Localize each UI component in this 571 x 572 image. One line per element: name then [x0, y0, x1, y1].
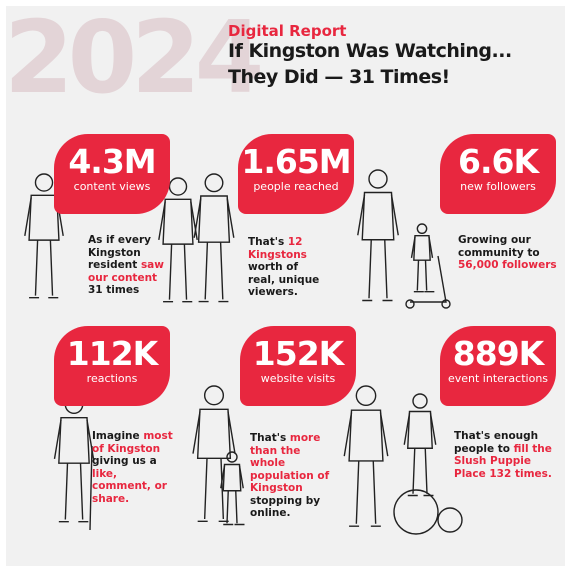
- highlight-text: like, comment, or share.: [92, 468, 167, 505]
- figure-stroke: [59, 418, 89, 464]
- figure-stroke: [417, 260, 426, 290]
- description-text: That's: [248, 236, 288, 248]
- stat-description: That's enough people to fill the Slush P…: [454, 430, 554, 480]
- title-line: They Did — 31 Times!: [228, 66, 450, 88]
- figure-stroke: [205, 458, 224, 519]
- figure-stroke: [227, 491, 237, 524]
- figure-stroke: [406, 300, 414, 308]
- figure-stroke: [410, 256, 446, 302]
- figure-stroke: [35, 240, 52, 295]
- stat-label: new followers: [440, 180, 556, 194]
- figure-stroke: [199, 196, 230, 242]
- stat-figure: 112K: [54, 336, 170, 372]
- figure-stroke: [227, 452, 237, 462]
- description-text: stopping by online.: [250, 495, 320, 520]
- figure-stroke: [205, 242, 223, 299]
- figure-stroke: [394, 490, 438, 534]
- year: 2024: [6, 8, 258, 108]
- figure-stroke: [413, 448, 427, 494]
- figure-stroke: [369, 240, 387, 299]
- highlight-text: 56,000 followers: [458, 259, 557, 271]
- description-text: giving us a: [92, 455, 157, 467]
- figure-stroke: [35, 174, 52, 191]
- kicker: Digital Report: [228, 22, 346, 40]
- stat-description: Imagine most of Kingston giving us a lik…: [92, 430, 174, 505]
- description-text: That's: [250, 432, 290, 444]
- figure-stroke: [408, 412, 433, 449]
- stat-description: That's 12 Kingstons worth of real, uniqu…: [248, 236, 328, 299]
- figure-stroke: [413, 394, 427, 408]
- figure-stroke: [438, 508, 462, 532]
- figure-stroke: [417, 224, 426, 233]
- infographic: 2024 Digital Report If Kingston Was Watc…: [6, 6, 565, 566]
- figure-stroke: [362, 193, 394, 240]
- figure-stroke: [163, 199, 193, 244]
- stat-label: website visits: [240, 372, 356, 386]
- stat-figure: 1.65M: [238, 144, 354, 180]
- stat-label: people reached: [238, 180, 354, 194]
- figure-stroke: [205, 386, 224, 405]
- description-text: Imagine: [92, 430, 143, 442]
- stat-figure: 6.6K: [440, 144, 556, 180]
- figure-stroke: [169, 244, 186, 299]
- stat-figure: 4.3M: [54, 144, 170, 180]
- figure-stroke: [414, 236, 430, 261]
- page-root: 2024 Digital Report If Kingston Was Watc…: [0, 0, 571, 572]
- description-text: 31 times: [88, 284, 139, 296]
- stat-description: As if every Kingston resident saw our co…: [88, 234, 166, 297]
- figure-stroke: [369, 170, 387, 188]
- figure-stroke: [356, 386, 375, 405]
- figure-stroke: [169, 178, 186, 195]
- stat-label: content views: [54, 180, 170, 194]
- figure-stroke: [356, 461, 375, 524]
- stat-description: Growing our community to 56,000 follower…: [458, 234, 558, 272]
- stat-label: reactions: [54, 372, 170, 386]
- figure-stroke: [198, 409, 231, 458]
- figure-stroke: [65, 463, 82, 519]
- description-text: Growing our community to: [458, 234, 540, 259]
- stat-figure: 889K: [440, 336, 556, 372]
- description-text: worth of real, unique viewers.: [248, 261, 319, 298]
- title-line: If Kingston Was Watching...: [228, 40, 512, 62]
- figure-stroke: [223, 465, 241, 491]
- stat-description: That's more than the whole population of…: [250, 432, 330, 520]
- stat-figure: 152K: [240, 336, 356, 372]
- figure-stroke: [349, 410, 383, 461]
- figure-stroke: [205, 174, 223, 192]
- stat-label: event interactions: [440, 372, 556, 386]
